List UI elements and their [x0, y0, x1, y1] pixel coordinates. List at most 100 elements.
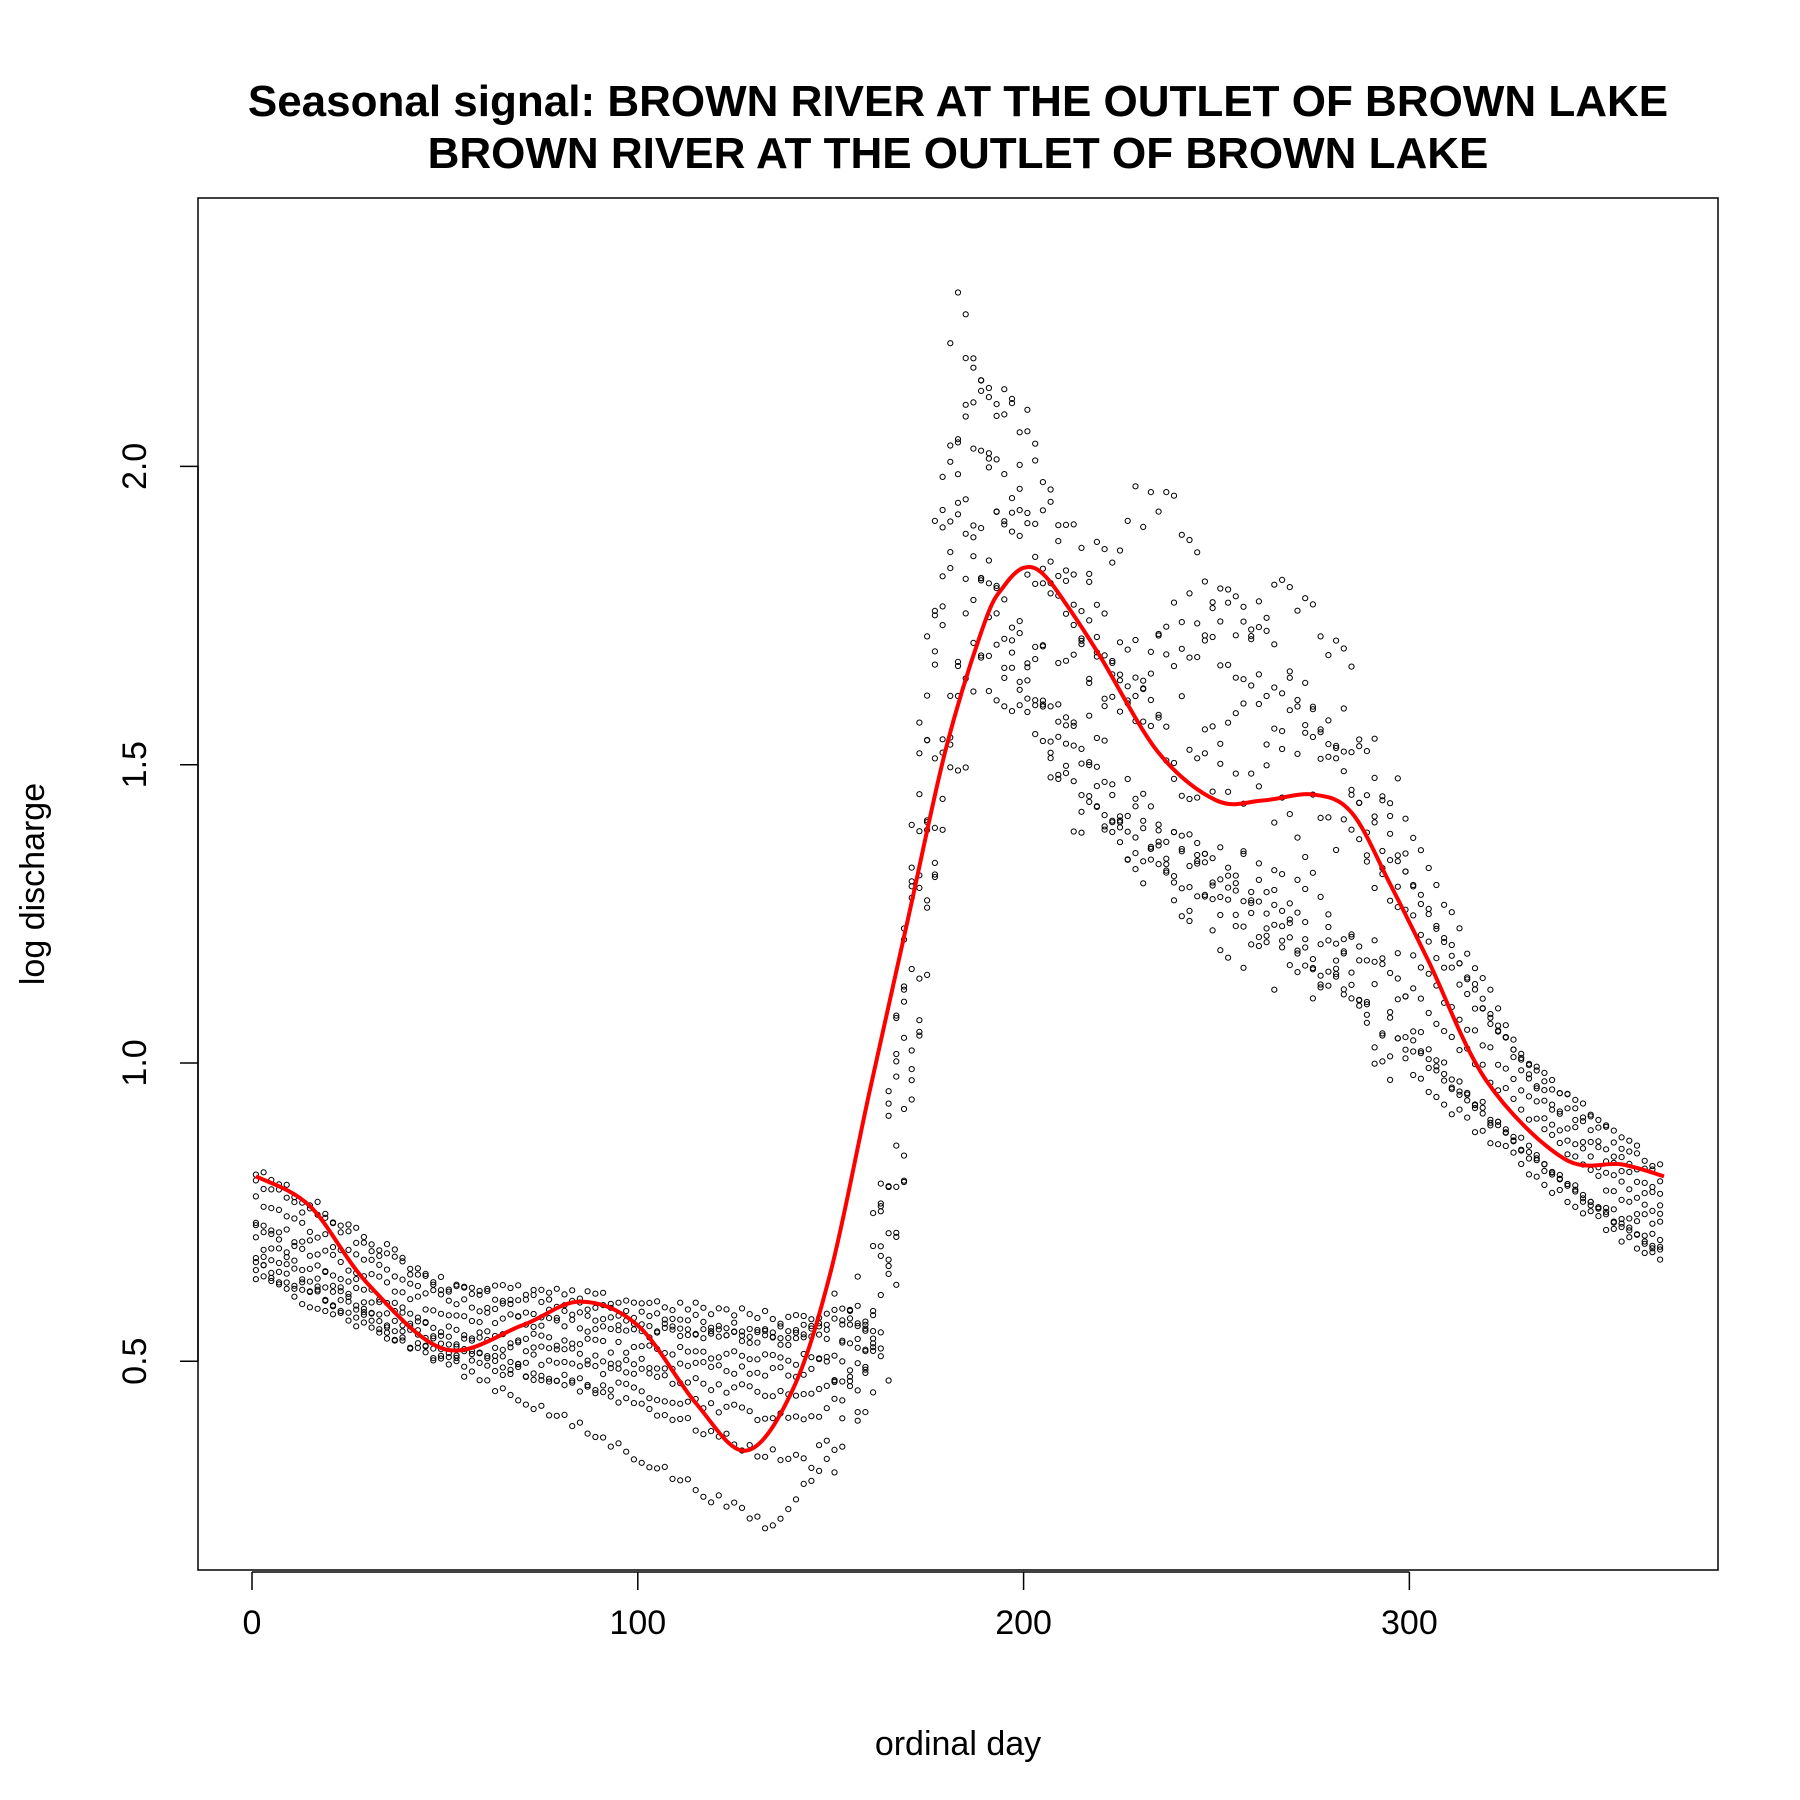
scatter-point	[592, 1317, 599, 1324]
scatter-point	[1178, 885, 1185, 892]
scatter-point	[1124, 683, 1131, 690]
scatter-point	[1271, 901, 1278, 909]
scatter-point	[1379, 1030, 1386, 1037]
scatter-point	[1263, 939, 1270, 946]
scatter-point	[1078, 808, 1085, 815]
scatter-point	[893, 1014, 900, 1022]
scatter-point	[638, 1459, 645, 1466]
scatter-point	[1649, 1207, 1656, 1215]
scatter-point	[283, 1270, 290, 1277]
scatter-point	[499, 1385, 506, 1392]
scatter-point	[1240, 700, 1247, 707]
scatter-point	[1155, 632, 1162, 639]
scatter-point	[831, 1446, 838, 1454]
scatter-point	[1441, 964, 1448, 971]
scatter-point	[1657, 1236, 1664, 1244]
scatter-point	[1232, 872, 1239, 879]
scatter-point	[1348, 969, 1355, 976]
scatter-point	[291, 1215, 298, 1222]
scatter-point	[283, 1254, 290, 1261]
scatter-point	[623, 1395, 630, 1402]
scatter-point	[931, 648, 939, 655]
scatter-point	[1541, 1161, 1548, 1168]
scatter-point	[515, 1297, 522, 1304]
scatter-point	[1116, 824, 1124, 831]
scatter-point	[684, 1362, 692, 1370]
scatter-point	[1055, 538, 1062, 545]
scatter-point	[785, 1357, 792, 1364]
scatter-point	[746, 1311, 753, 1318]
scatter-point	[1248, 899, 1255, 907]
scatter-point	[1518, 1147, 1525, 1154]
scatter-point	[731, 1499, 738, 1506]
scatter-point	[1626, 1137, 1633, 1144]
scatter-point	[1186, 884, 1193, 891]
scatter-point	[831, 1315, 838, 1322]
scatter-point	[1610, 1188, 1617, 1195]
scatter-point	[1641, 1190, 1648, 1197]
scatter-point	[376, 1318, 383, 1325]
scatter-point	[762, 1453, 769, 1460]
scatter-point	[538, 1361, 545, 1369]
scatter-point	[792, 1312, 800, 1319]
scatter-point	[476, 1329, 483, 1336]
scatter-point	[376, 1311, 383, 1318]
scatter-point	[1008, 708, 1016, 715]
scatter-point	[1618, 1215, 1625, 1223]
scatter-point	[1001, 635, 1008, 642]
scatter-point	[329, 1244, 337, 1251]
scatter-point	[360, 1299, 367, 1306]
scatter-point	[1016, 702, 1023, 709]
scatter-point	[1433, 925, 1440, 932]
scatter-point	[700, 1326, 707, 1333]
scatter-point	[816, 1331, 823, 1338]
scatter-point	[1109, 657, 1116, 665]
scatter-point	[1302, 885, 1309, 893]
scatter-point	[1055, 522, 1062, 529]
scatter-point	[777, 1323, 784, 1330]
scatter-point	[484, 1288, 491, 1295]
scatter-point	[1232, 710, 1239, 717]
scatter-point	[692, 1348, 699, 1355]
scatter-point	[1348, 786, 1355, 794]
scatter-point	[1170, 759, 1178, 767]
scatter-point	[823, 1437, 830, 1444]
scatter-point	[1062, 762, 1070, 769]
scatter-point	[461, 1313, 468, 1320]
scatter-point	[1032, 656, 1039, 663]
scatter-point	[314, 1305, 321, 1312]
scatter-point	[1039, 701, 1047, 708]
scatter-point	[1086, 675, 1093, 683]
scatter-point	[1356, 736, 1363, 743]
scatter-point	[785, 1372, 792, 1379]
scatter-point	[275, 1281, 283, 1288]
scatter-point	[1194, 839, 1201, 847]
scatter-point	[353, 1323, 360, 1330]
scatter-point	[661, 1398, 668, 1405]
scatter-point	[437, 1329, 445, 1336]
scatter-point	[893, 1012, 900, 1019]
scatter-point	[669, 1380, 676, 1387]
scatter-point	[368, 1324, 375, 1331]
scatter-point	[1163, 867, 1170, 874]
scatter-point	[1178, 848, 1185, 855]
scatter-point	[391, 1246, 398, 1253]
scatter-point	[1340, 645, 1347, 652]
scatter-point	[654, 1412, 661, 1419]
scatter-point	[576, 1325, 584, 1332]
scatter-point	[723, 1403, 730, 1410]
scatter-point	[1170, 879, 1178, 886]
scatter-point	[1417, 931, 1425, 939]
scatter-point	[754, 1326, 761, 1334]
scatter-point	[1425, 864, 1432, 872]
scatter-point	[1541, 1167, 1548, 1175]
scatter-point	[468, 1290, 475, 1298]
scatter-point	[854, 1320, 861, 1327]
scatter-point	[376, 1247, 383, 1254]
scatter-point	[1441, 1028, 1448, 1035]
scatter-point	[1201, 893, 1209, 900]
scatter-point	[1549, 1086, 1556, 1093]
scatter-point	[553, 1346, 560, 1353]
scatter-point	[1209, 882, 1216, 889]
scatter-point	[1464, 1114, 1471, 1121]
